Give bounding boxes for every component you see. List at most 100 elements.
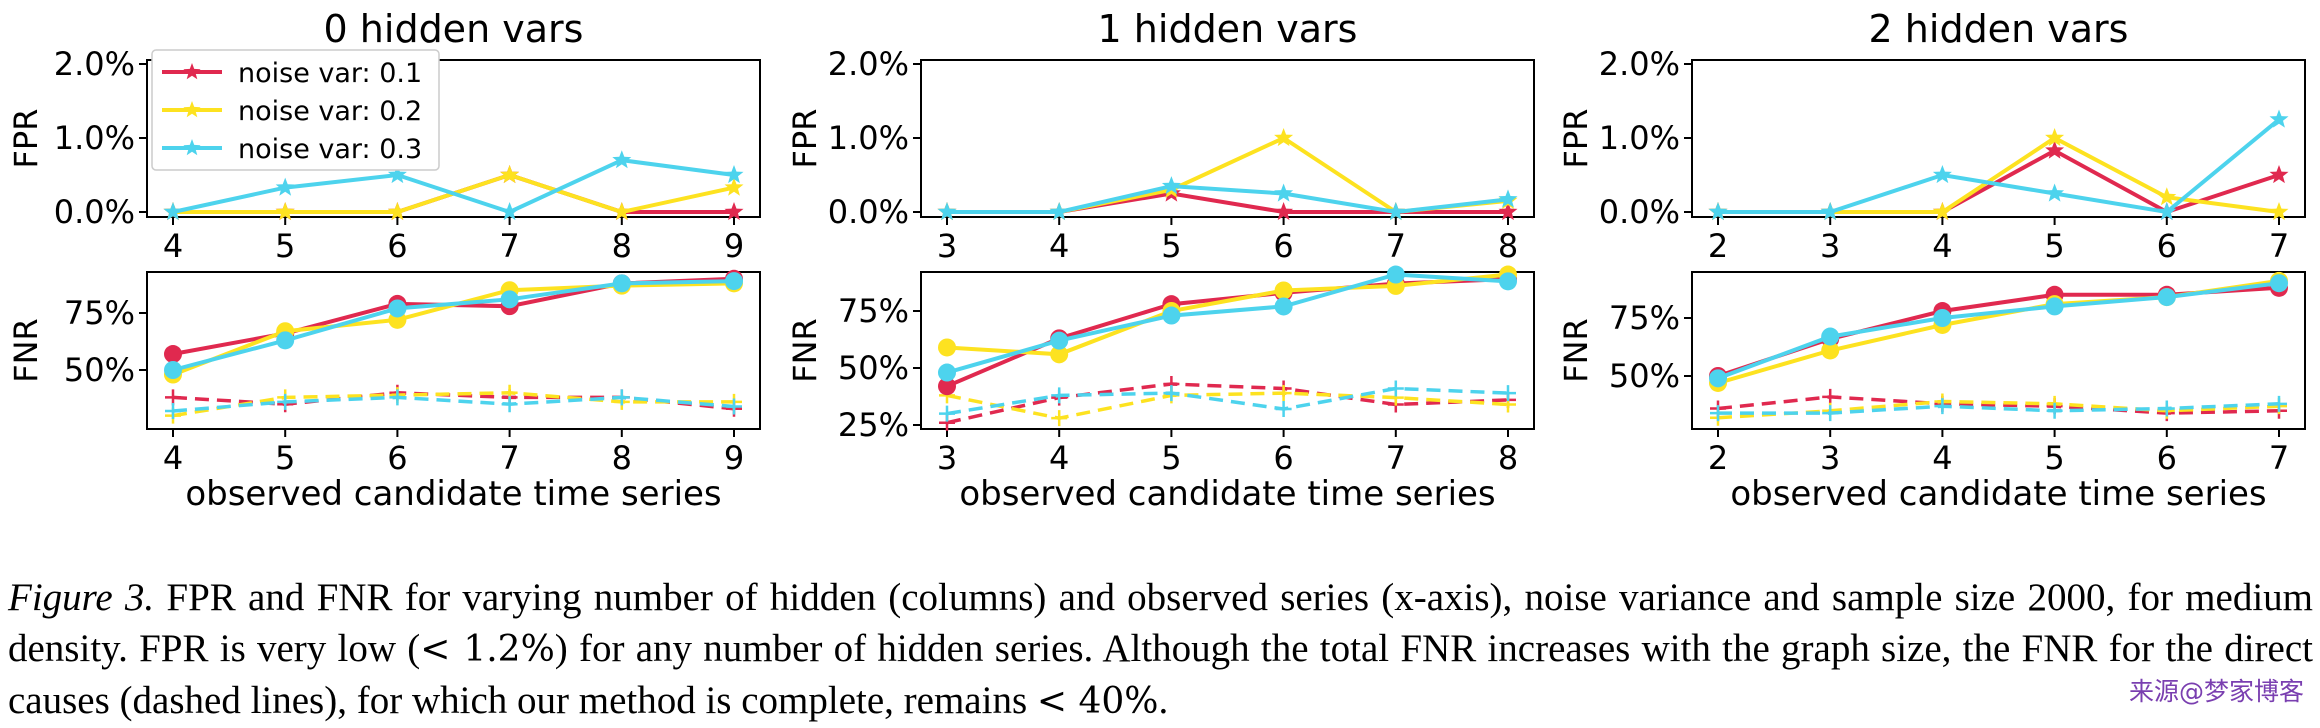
x-tick-label: 8: [1498, 439, 1518, 477]
series-point: [1820, 202, 1840, 221]
series-point: [724, 165, 744, 184]
series-point: [1050, 331, 1069, 350]
series-point: [2157, 187, 2177, 206]
caption-text-2: ) for any number of hidden series. Altho…: [8, 627, 2313, 722]
x-tick-label: 5: [2044, 439, 2064, 477]
legend: noise var: 0.1 noise var: 0.2 noise var: 0…: [151, 49, 440, 171]
axes-frame: [920, 59, 1535, 218]
legend-marker: [183, 101, 201, 118]
chart-title: 2 hidden vars: [1869, 7, 2129, 51]
x-tick-label: 4: [1049, 227, 1069, 265]
series-point: [1049, 202, 1069, 221]
x-tick-label: 3: [937, 227, 957, 265]
series-point: [275, 202, 295, 221]
x-tick-label: 7: [1386, 227, 1406, 265]
dashed-series-line: [172, 391, 734, 418]
dashed-series-line: [946, 382, 1509, 425]
series-point: [1050, 345, 1069, 364]
series-line: [1717, 285, 2280, 378]
series-line: [1718, 135, 2280, 214]
legend-label: noise var: 0.3: [238, 134, 422, 165]
series-point: [938, 338, 956, 357]
series-point: [938, 363, 956, 382]
x-tick-label: 8: [612, 227, 632, 265]
y-tick-label: 75%: [1609, 299, 1680, 337]
series-point: [2157, 202, 2177, 221]
series-point: [500, 202, 520, 221]
series-point: [938, 377, 956, 396]
series-point: [164, 361, 182, 379]
dashed-series-line: [1717, 399, 2280, 420]
dashed-series-point: [726, 398, 742, 415]
y-tick-label: 2.0%: [54, 45, 135, 83]
caption-text-1: FPR and FNR for varying number of hidden…: [8, 576, 2313, 670]
series-point: [276, 331, 295, 350]
x-tick-label: 3: [1820, 439, 1840, 477]
x-tick-label: 7: [1386, 439, 1406, 477]
dashed-series-point: [1710, 405, 1726, 422]
dashed-series-point: [389, 389, 406, 406]
x-tick-label: 6: [1273, 439, 1293, 477]
x-axis-label: observed candidate time series: [1730, 474, 2266, 514]
legend-marker: [183, 63, 201, 80]
series-point: [1274, 281, 1293, 300]
dashed-series-point: [1051, 410, 1068, 427]
x-tick-label: 6: [1273, 227, 1293, 265]
x-tick-label: 2: [1708, 439, 1728, 477]
series-point: [500, 165, 520, 184]
x-tick-label: 7: [499, 439, 519, 477]
x-tick-label: 5: [275, 439, 295, 477]
caption-math-1: < 1.2%: [420, 629, 555, 670]
dashed-series-line: [172, 391, 735, 411]
dashed-series-point: [165, 389, 181, 406]
y-tick-label: 0.0%: [828, 193, 909, 231]
chart-title: 0 hidden vars: [324, 7, 584, 51]
x-axis-label: observed candidate time series: [185, 474, 721, 514]
y-axis-label: FNR: [1557, 318, 1595, 383]
dashed-series-point: [1500, 385, 1516, 402]
y-tick-label: 75%: [64, 294, 135, 332]
legend-frame: [151, 49, 440, 171]
dashed-series-point: [1275, 385, 1292, 402]
series-line: [1717, 278, 2280, 385]
x-tick-label: 3: [1820, 227, 1840, 265]
dashed-series-point: [2046, 402, 2063, 419]
dashed-series-point: [1822, 405, 1839, 422]
series-point: [2045, 140, 2065, 159]
series-line: [172, 281, 735, 377]
series-point: [2045, 297, 2064, 316]
y-tick-label: 2.0%: [1599, 45, 1680, 83]
y-axis-label: FPR: [786, 109, 824, 169]
axes-frame: [920, 271, 1535, 430]
x-tick-label: 7: [2269, 439, 2289, 477]
series-point: [1386, 202, 1406, 221]
legend-marker: [183, 139, 201, 156]
series-line: [172, 279, 735, 372]
dashed-series-point: [501, 396, 518, 413]
dashed-series-point: [939, 405, 955, 422]
y-tick-label: 1.0%: [1599, 119, 1680, 157]
dashed-series-point: [2271, 395, 2287, 412]
x-tick-label: 5: [275, 227, 295, 265]
x-tick-label: 7: [2269, 227, 2289, 265]
caption-label: Figure 3.: [8, 576, 155, 619]
x-tick-label: 6: [2157, 439, 2177, 477]
y-axis-label: FPR: [1557, 109, 1595, 169]
series-point: [2269, 202, 2289, 221]
series-line: [946, 272, 1509, 357]
y-axis-label: FPR: [7, 109, 45, 169]
series-point: [2157, 288, 2176, 307]
series-point: [388, 299, 407, 318]
x-axis-label: observed candidate time series: [959, 474, 1495, 514]
y-tick-label: 50%: [1609, 357, 1680, 395]
figure-caption: Figure 3. FPR and FNR for varying number…: [8, 572, 2313, 727]
x-tick-label: 5: [2044, 227, 2064, 265]
watermark: 来源@梦家博客: [2128, 677, 2304, 706]
series-point: [612, 150, 632, 169]
axes-frame: [1691, 271, 2306, 430]
chart-title: 1 hidden vars: [1098, 7, 1358, 51]
dashed-series-line: [1718, 402, 2280, 415]
series-point: [1821, 327, 1840, 346]
series-point: [725, 272, 743, 291]
